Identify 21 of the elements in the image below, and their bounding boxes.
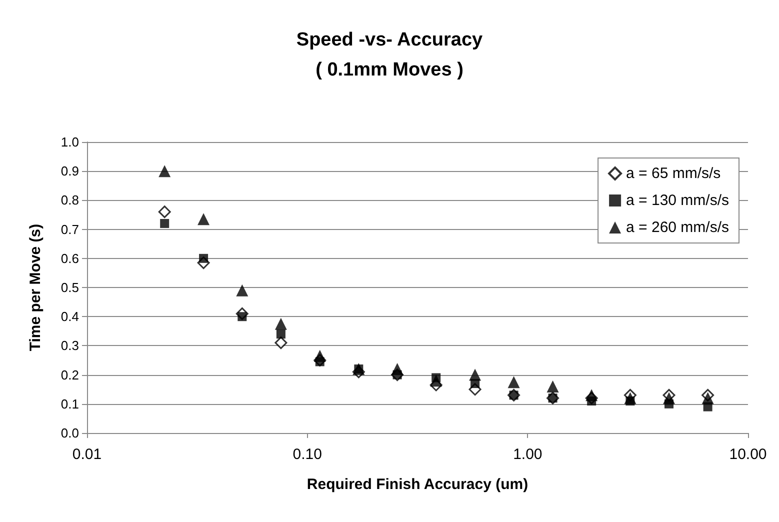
x-tick-label: 10.00 xyxy=(729,446,767,463)
y-tick-label: 0.4 xyxy=(60,309,79,324)
x-axis-title: Required Finish Accuracy (um) xyxy=(306,476,528,493)
y-tick-label: 0.6 xyxy=(60,250,79,266)
y-axis-title: Time per Move (s) xyxy=(27,224,44,352)
y-tick-label: 0.8 xyxy=(60,192,79,208)
legend-label: a = 65 mm/s/s xyxy=(626,165,721,182)
x-tick-label: 0.01 xyxy=(72,446,102,463)
y-tick-label: 0.3 xyxy=(60,338,79,354)
y-tick-label: 0.7 xyxy=(60,222,79,237)
y-tick-label: 0.1 xyxy=(60,396,79,412)
y-tick-label: 1.0 xyxy=(60,134,79,150)
chart-title: Speed -vs- Accuracy ( 0.1mm Moves ) xyxy=(296,30,484,80)
x-tick-label: 1.00 xyxy=(513,446,542,463)
y-tick-label: 0.2 xyxy=(60,367,79,382)
y-tick-label: 0.0 xyxy=(60,426,79,440)
y-tick-label: 0.9 xyxy=(60,164,79,179)
legend-label: a = 130 mm/s/s xyxy=(626,192,730,209)
x-tick-label: 0.10 xyxy=(292,446,322,463)
y-tick-label: 0.5 xyxy=(60,280,79,295)
legend-label: a = 260 mm/s/s xyxy=(626,219,730,236)
